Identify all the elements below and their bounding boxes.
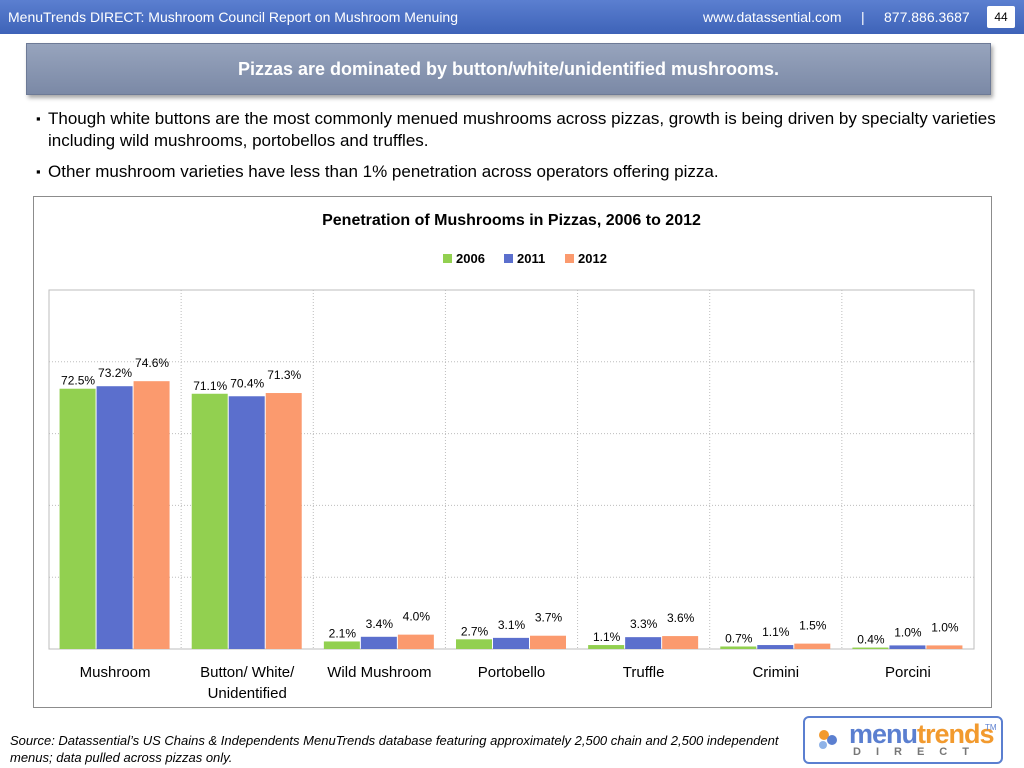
data-label-2012: 4.0% [403, 610, 431, 624]
bar-2012 [530, 635, 566, 649]
data-label-2006: 0.7% [725, 631, 753, 645]
bar-2006 [720, 646, 757, 649]
data-label-2012: 71.3% [267, 368, 301, 382]
bar-2006 [323, 641, 360, 649]
bar-chart: Penetration of Mushrooms in Pizzas, 2006… [48, 212, 975, 702]
bar-2006 [852, 647, 889, 649]
bar-2011 [493, 637, 529, 649]
data-label-2011: 3.4% [366, 617, 394, 631]
logo-menu: menu [849, 719, 918, 749]
source-note: Source: Datassential’s US Chains & Indep… [10, 733, 779, 765]
x-tick-label: Button/ White/ [200, 664, 295, 681]
gear-icon [819, 730, 837, 749]
logo-word: menutrends [849, 719, 995, 750]
bar-2012 [926, 645, 963, 649]
bar-2011 [757, 645, 794, 649]
bar-2006 [588, 645, 625, 649]
x-tick-label: Unidentified [208, 685, 287, 702]
logo-tm: TM [985, 723, 997, 732]
x-tick-label: Porcini [885, 664, 931, 681]
data-label-2012: 74.6% [135, 356, 169, 370]
page-number: 44 [987, 6, 1015, 28]
legend-swatch-2012 [565, 254, 574, 263]
data-label-2012: 1.5% [799, 619, 827, 633]
slide-banner: Pizzas are dominated by button/white/uni… [26, 43, 991, 95]
data-label-2011: 3.1% [498, 618, 526, 632]
header-title: MenuTrends DIRECT: Mushroom Council Repo… [8, 9, 458, 25]
x-tick-label: Wild Mushroom [327, 664, 431, 681]
bullet-item: Though white buttons are the most common… [36, 108, 996, 152]
bar-2012 [794, 643, 831, 649]
bar-2012 [133, 381, 170, 649]
data-label-2012: 1.0% [931, 620, 959, 634]
data-label-2011: 70.4% [230, 376, 264, 390]
data-label-2012: 3.7% [535, 611, 563, 625]
legend-label-2006: 2006 [456, 251, 485, 266]
menutrends-logo: menutrends TM DIRECT [803, 716, 1003, 764]
legend-label-2012: 2012 [578, 251, 607, 266]
bar-2011 [228, 396, 265, 649]
bullet-item: Other mushroom varieties have less than … [36, 161, 996, 183]
data-label-2011: 1.1% [762, 625, 790, 639]
data-label-2006: 1.1% [593, 630, 621, 644]
bullet-list: Though white buttons are the most common… [36, 108, 996, 192]
bar-2012 [265, 393, 302, 649]
data-label-2012: 3.6% [667, 611, 695, 625]
header-url[interactable]: www.datassential.com [703, 9, 842, 25]
data-label-2006: 2.1% [329, 626, 357, 640]
bar-2012 [397, 634, 434, 649]
bar-2011 [96, 386, 133, 649]
header-separator: | [861, 9, 865, 25]
data-label-2011: 73.2% [98, 366, 132, 380]
data-label-2006: 72.5% [61, 374, 95, 388]
bar-2011 [360, 636, 397, 649]
data-label-2011: 3.3% [630, 617, 658, 631]
chart-title: Penetration of Mushrooms in Pizzas, 2006… [322, 212, 701, 229]
data-label-2011: 1.0% [894, 625, 922, 639]
bar-2012 [662, 636, 699, 649]
x-tick-label: Truffle [623, 664, 665, 681]
chart-container: Penetration of Mushrooms in Pizzas, 2006… [33, 196, 992, 708]
bar-2006 [456, 639, 492, 649]
data-label-2006: 2.7% [461, 624, 489, 638]
bar-2011 [625, 637, 662, 649]
header-bar: MenuTrends DIRECT: Mushroom Council Repo… [0, 0, 1024, 34]
data-label-2006: 71.1% [193, 379, 227, 393]
legend-swatch-2006 [443, 254, 452, 263]
bar-2006 [191, 393, 228, 649]
x-tick-label: Portobello [478, 664, 546, 681]
header-phone: 877.886.3687 [884, 9, 970, 25]
plot-area [48, 289, 975, 650]
x-tick-label: Crimini [752, 664, 799, 681]
logo-trends: trends [917, 719, 995, 749]
data-label-2006: 0.4% [857, 633, 885, 647]
x-tick-label: Mushroom [80, 664, 151, 681]
legend-swatch-2011 [504, 254, 513, 263]
bar-2011 [889, 645, 926, 649]
bar-2006 [59, 388, 96, 649]
legend-label-2011: 2011 [517, 251, 545, 266]
logo-direct: DIRECT [853, 746, 984, 758]
